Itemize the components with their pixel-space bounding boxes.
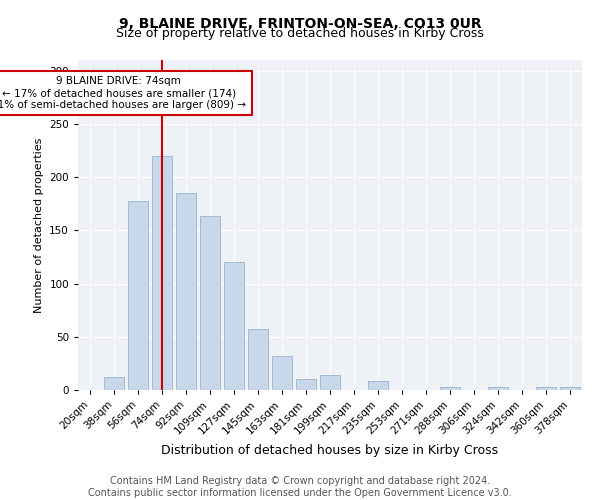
Bar (440, 387, 460, 390)
Text: 9 BLAINE DRIVE: 74sqm
← 17% of detached houses are smaller (174)
81% of semi-det: 9 BLAINE DRIVE: 74sqm ← 17% of detached … (0, 76, 247, 110)
Bar (200, 216, 220, 390)
Bar (224, 262, 244, 390)
Bar (176, 193, 196, 390)
Text: 9, BLAINE DRIVE, FRINTON-ON-SEA, CO13 0UR: 9, BLAINE DRIVE, FRINTON-ON-SEA, CO13 0U… (119, 18, 481, 32)
Bar (488, 387, 508, 390)
Bar (368, 382, 388, 390)
Y-axis label: Number of detached properties: Number of detached properties (34, 138, 44, 312)
Bar (152, 156, 172, 390)
Bar (128, 200, 148, 390)
Text: Contains HM Land Registry data © Crown copyright and database right 2024.
Contai: Contains HM Land Registry data © Crown c… (88, 476, 512, 498)
X-axis label: Distribution of detached houses by size in Kirby Cross: Distribution of detached houses by size … (161, 444, 499, 457)
Bar (536, 387, 556, 390)
Bar (104, 377, 124, 390)
Text: Size of property relative to detached houses in Kirby Cross: Size of property relative to detached ho… (116, 28, 484, 40)
Bar (248, 330, 268, 390)
Bar (320, 375, 340, 390)
Bar (272, 356, 292, 390)
Bar (560, 387, 580, 390)
Bar (296, 380, 316, 390)
